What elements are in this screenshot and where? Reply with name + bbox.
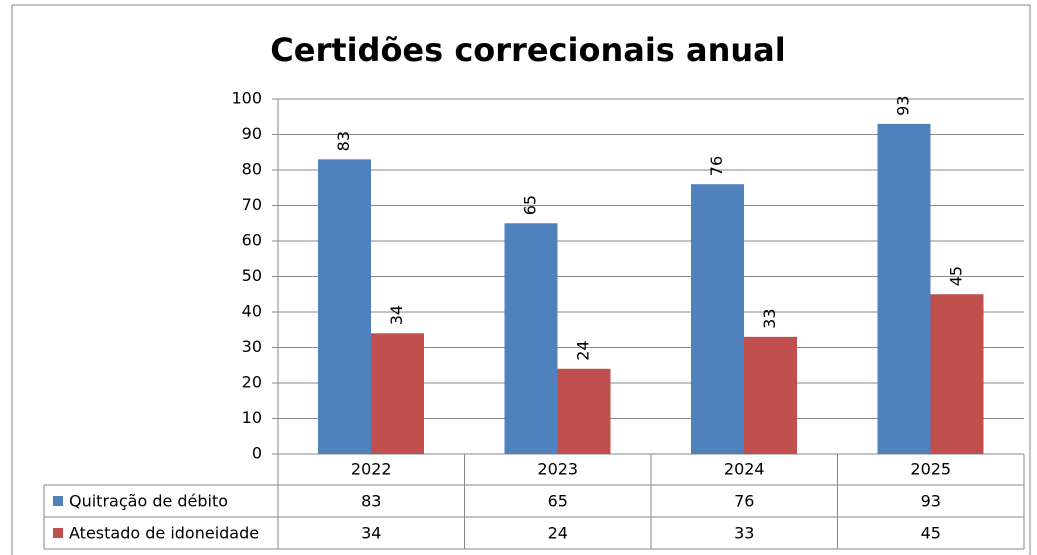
bar: [744, 336, 797, 454]
legend-swatch: [53, 496, 63, 506]
chart-title: Certidões correcionais anual: [270, 31, 785, 69]
table-value: 76: [734, 492, 754, 511]
table-value: 33: [734, 524, 754, 543]
data-label: 33: [760, 308, 779, 328]
table-value: 83: [361, 492, 381, 511]
y-tick-label: 100: [231, 89, 262, 108]
x-tick-label: 2023: [537, 460, 578, 479]
y-tick-label: 0: [252, 444, 262, 463]
table-value: 45: [921, 524, 941, 543]
bar: [877, 123, 931, 454]
x-tick-label: 2024: [724, 460, 765, 479]
data-label: 65: [521, 195, 540, 215]
legend-swatch: [53, 528, 63, 538]
y-tick-label: 40: [242, 302, 262, 321]
data-label: 76: [707, 156, 726, 176]
data-label: 34: [387, 305, 406, 325]
y-tick-label: 60: [242, 231, 262, 250]
bar: [504, 223, 558, 454]
y-tick-label: 90: [242, 124, 262, 143]
legend-label: Quitração de débito: [69, 492, 228, 511]
y-tick-label: 30: [242, 337, 262, 356]
data-label: 83: [334, 131, 353, 151]
table-value: 34: [361, 524, 381, 543]
bar: [557, 368, 611, 454]
table-value: 93: [921, 492, 941, 511]
y-tick-label: 20: [242, 373, 262, 392]
bar: [371, 333, 424, 454]
y-tick-label: 10: [242, 408, 262, 427]
bar: [318, 159, 371, 454]
bar: [691, 184, 744, 454]
x-tick-label: 2022: [351, 460, 392, 479]
y-tick-label: 80: [242, 160, 262, 179]
legend-label: Atestado de idoneidade: [69, 524, 259, 543]
bar: [930, 294, 984, 454]
table-value: 65: [548, 492, 568, 511]
x-tick-label: 2025: [910, 460, 951, 479]
y-tick-label: 70: [242, 195, 262, 214]
data-label: 93: [894, 95, 913, 115]
data-label: 45: [947, 266, 966, 286]
data-label: 24: [574, 340, 593, 360]
table-value: 24: [548, 524, 568, 543]
y-tick-label: 50: [242, 266, 262, 285]
